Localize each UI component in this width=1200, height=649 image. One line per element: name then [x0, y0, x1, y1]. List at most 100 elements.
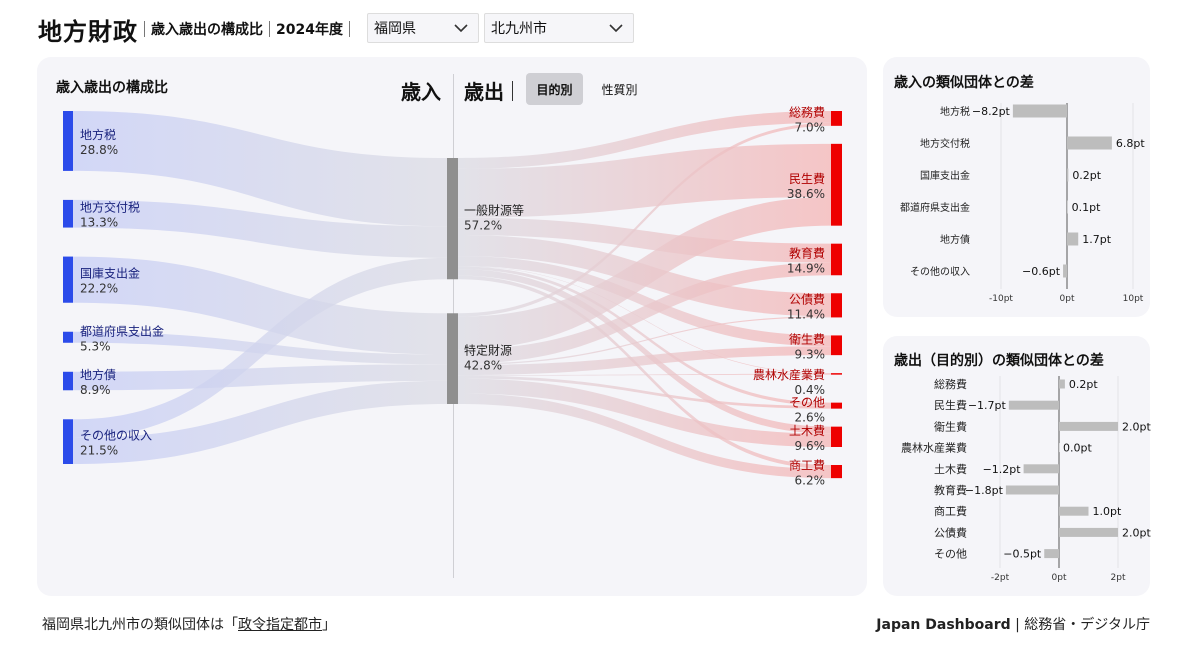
revenue-heading: 歳入 [401, 80, 441, 104]
x-tick-label: 2pt [1111, 573, 1126, 583]
prefecture-select-value: 福岡県 [374, 21, 416, 37]
expenditure-link [458, 275, 831, 469]
brand-name: Japan Dashboard [876, 617, 1011, 633]
expenditure-node[interactable] [831, 402, 842, 409]
revenue-node-value: 22.2% [80, 282, 118, 296]
category-label: 教育費 [934, 483, 967, 497]
tab-purpose[interactable]: 目的別 [526, 73, 583, 105]
expenditure-node-value: 38.6% [787, 187, 825, 201]
expenditure-link [458, 373, 831, 376]
expenditure-node[interactable] [831, 335, 842, 356]
fiscal-year: 2024年度 [276, 22, 343, 38]
source-type-node[interactable] [447, 313, 458, 404]
expenditure-link [458, 143, 831, 218]
diff-bar [1067, 232, 1079, 246]
expenditure-link [458, 262, 831, 364]
similar-group-link[interactable]: 政令指定都市 [238, 617, 322, 633]
revenue-diff-card [883, 57, 1150, 317]
expenditure-node[interactable] [831, 243, 842, 276]
note-prefix: 福岡県北九州市の類似団体は「 [42, 617, 238, 633]
revenue-diff-title: 歳入の類似団体との差 [894, 75, 1034, 91]
expenditure-node-value: 9.6% [795, 439, 826, 453]
source-type-value: 57.2% [464, 219, 502, 233]
revenue-node-label: 地方債 [80, 367, 116, 382]
expenditure-node[interactable] [831, 373, 842, 375]
expenditure-link [458, 235, 831, 317]
expenditure-link [458, 269, 831, 434]
category-label: 民生費 [934, 398, 967, 412]
category-label: 都道府県支出金 [900, 201, 970, 214]
diff-value-label: 6.8pt [1116, 137, 1145, 150]
category-label: 公債費 [934, 525, 967, 539]
page-subtitle: 歳入歳出の構成比 [151, 22, 263, 38]
diff-bar [1023, 464, 1059, 474]
revenue-node[interactable] [63, 111, 73, 171]
source-type-label: 一般財源等 [464, 203, 524, 218]
expenditure-node-label: 衛生費 [789, 331, 825, 346]
category-label: 土木費 [934, 462, 967, 476]
expenditure-node[interactable] [831, 143, 842, 226]
revenue-link [73, 199, 447, 258]
tab-nature[interactable]: 性質別 [601, 82, 638, 97]
source-type-value: 42.8% [464, 359, 502, 373]
city-select-value: 北九州市 [491, 21, 547, 37]
city-select[interactable]: 北九州市 [484, 13, 634, 43]
expenditure-link [458, 266, 831, 406]
sankey-title: 歳入歳出の構成比 [56, 80, 168, 96]
diff-bar [1067, 136, 1112, 150]
expenditure-node-value: 0.4% [795, 383, 826, 397]
diff-value-label: −0.5pt [1003, 548, 1042, 561]
expenditure-node[interactable] [831, 464, 842, 479]
revenue-node-label: 国庫支出金 [80, 266, 140, 281]
note-suffix: 」 [322, 617, 336, 633]
category-label: その他 [934, 548, 967, 561]
expenditure-node-label: 商工費 [789, 458, 825, 473]
expenditure-node[interactable] [831, 426, 842, 447]
heading-separator [512, 81, 513, 101]
diff-value-label: 0.2pt [1069, 378, 1098, 391]
diff-value-label: 1.0pt [1093, 505, 1122, 518]
expenditure-node-value: 11.4% [787, 307, 825, 321]
expenditure-link [458, 316, 831, 365]
prefecture-select[interactable]: 福岡県 [367, 13, 479, 43]
revenue-node[interactable] [63, 256, 73, 303]
revenue-node-label: 地方交付税 [80, 200, 140, 215]
revenue-link [73, 111, 447, 227]
revenue-link [73, 256, 447, 355]
diff-value-label: 1.7pt [1082, 233, 1111, 246]
revenue-node[interactable] [63, 419, 73, 464]
revenue-node-value: 13.3% [80, 216, 118, 230]
category-label: 国庫支出金 [920, 169, 970, 182]
expenditure-node[interactable] [831, 293, 842, 318]
revenue-node[interactable] [63, 199, 73, 228]
revenue-link [73, 364, 447, 391]
expenditure-link [458, 256, 831, 347]
divider [269, 21, 270, 37]
footer-credit: Japan Dashboard | 総務省・デジタル庁 [876, 614, 1150, 634]
diff-bar [1008, 400, 1059, 410]
diff-value-label: −0.6pt [1022, 265, 1061, 278]
expenditure-diff-card [883, 336, 1150, 596]
expenditure-node-label: 土木費 [789, 423, 825, 438]
expenditure-link [458, 217, 831, 263]
expenditure-node-label: 民生費 [789, 171, 825, 186]
expenditure-link [458, 346, 831, 376]
diff-value-label: 2.0pt [1122, 420, 1151, 433]
revenue-node[interactable] [63, 371, 73, 391]
diff-value-label: −1.7pt [968, 399, 1007, 412]
diff-bar [1063, 264, 1067, 278]
diff-value-label: 0.1pt [1072, 201, 1101, 214]
source-type-node[interactable] [447, 158, 458, 280]
expenditure-node-value: 2.6% [795, 411, 826, 425]
chevron-down-icon [454, 24, 468, 33]
diff-value-label: 2.0pt [1122, 526, 1151, 539]
expenditure-node[interactable] [831, 111, 842, 126]
category-label: 農林水産業費 [901, 441, 967, 455]
revenue-node[interactable] [63, 331, 73, 343]
diff-value-label: 0.0pt [1063, 442, 1092, 455]
revenue-node-value: 28.8% [80, 143, 118, 157]
brand-suffix: | 総務省・デジタル庁 [1010, 617, 1150, 633]
expenditure-link [458, 266, 831, 374]
diff-value-label: −8.2pt [972, 105, 1011, 118]
